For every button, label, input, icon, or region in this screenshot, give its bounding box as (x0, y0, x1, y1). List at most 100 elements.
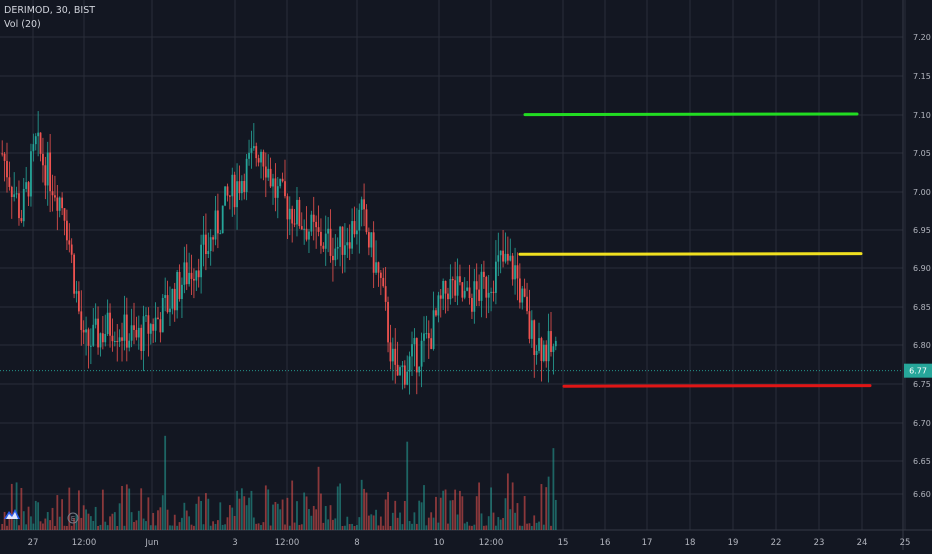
volume-bar (353, 525, 356, 530)
volume-bar (106, 525, 109, 530)
volume-bar (473, 524, 476, 530)
candle-body (68, 240, 71, 245)
volume-bar (39, 521, 42, 530)
last-price-label: 6.77 (909, 367, 927, 376)
candle-body (166, 295, 169, 313)
volume-bar (113, 512, 116, 530)
volume-bar (308, 509, 310, 530)
volume-bar (20, 487, 23, 530)
time-tick-label: 27 (28, 538, 39, 548)
candle-body (518, 278, 521, 303)
volume-bar (99, 524, 102, 530)
volume-bar (305, 496, 308, 530)
volume-bar (49, 520, 52, 530)
time-tick-label: 16 (600, 538, 611, 548)
volume-bar (27, 506, 30, 530)
candle-body (137, 327, 140, 338)
volume-bar (521, 525, 524, 530)
time-tick-label: 12:00 (72, 538, 97, 548)
candle-body (358, 209, 361, 231)
volume-bar (547, 476, 550, 530)
candle-body (106, 312, 109, 334)
volume-bar (468, 525, 471, 530)
volume-bar (449, 500, 452, 530)
volume-bar (200, 500, 203, 530)
candle-body (142, 316, 145, 352)
candle-body (545, 344, 548, 362)
candle-body (298, 199, 301, 227)
volume-bar (121, 485, 123, 530)
volume-bar (193, 525, 195, 530)
volume-bar (13, 519, 16, 530)
candle-body (514, 265, 516, 280)
candle-body (403, 365, 406, 385)
volume-bar (257, 523, 260, 530)
volume-bar (61, 499, 64, 530)
volume-bar (303, 492, 306, 530)
volume-bar (205, 493, 207, 530)
volume-bar (387, 491, 389, 530)
volume-bar (109, 516, 111, 530)
time-tick-label: 12:00 (479, 538, 504, 548)
candle-body (468, 287, 471, 299)
candle-body (214, 210, 217, 240)
volume-bar (133, 521, 135, 530)
candle-body (169, 308, 171, 313)
volume-bar (382, 525, 385, 530)
candle-body (20, 218, 23, 222)
price-tick-label: 6.85 (913, 303, 931, 312)
time-tick-label: 17 (642, 538, 653, 548)
volume-bar (267, 489, 270, 530)
red-level-line (562, 384, 872, 388)
volume-bar (518, 525, 521, 530)
volume-bar (250, 490, 253, 530)
volume-bar (56, 495, 59, 530)
candle-body (27, 182, 30, 197)
volume-bar (408, 521, 411, 530)
candle-body (523, 288, 526, 297)
time-tick-label: 18 (685, 538, 696, 548)
time-tick-label: 24 (857, 538, 868, 548)
candle-body (296, 199, 298, 225)
volume-bar (298, 524, 301, 530)
candle-body (284, 181, 286, 197)
volume-bar (157, 510, 159, 530)
candle-body (154, 317, 157, 331)
volume-bar (279, 509, 282, 530)
candle-body (437, 295, 440, 316)
volume-bar (320, 493, 322, 530)
tradingview-logo-icon[interactable] (3, 506, 21, 522)
candle-body (171, 288, 174, 309)
candle-body (341, 226, 344, 255)
volume-bar (511, 482, 514, 530)
candle-body (521, 288, 524, 303)
volume-bar (401, 524, 404, 530)
volume-bar (322, 522, 325, 530)
volume-bar (396, 517, 399, 530)
volume-bar (463, 523, 466, 530)
candle-body (303, 228, 306, 230)
time-tick-label: 10 (434, 538, 445, 548)
volume-bar (82, 505, 85, 530)
candle-body (205, 234, 207, 255)
candle-body (413, 338, 416, 345)
candle-body (1, 153, 4, 155)
volume-bar (329, 505, 332, 530)
candle-body (370, 232, 373, 248)
volume-bar (255, 523, 258, 530)
volume-bar (147, 497, 150, 530)
candle-body (164, 295, 167, 298)
volume-bar (214, 524, 217, 530)
candle-body (37, 132, 40, 137)
volume-bar (415, 523, 418, 530)
candle-body (231, 174, 234, 197)
time-tick-label: 15 (558, 538, 569, 548)
volume-bar (432, 517, 435, 530)
volume-bar (125, 484, 128, 530)
dividend-marker-letter: E (71, 515, 75, 523)
volume-bar (68, 487, 71, 530)
candle-body (276, 186, 279, 198)
volume-bar (394, 500, 397, 530)
